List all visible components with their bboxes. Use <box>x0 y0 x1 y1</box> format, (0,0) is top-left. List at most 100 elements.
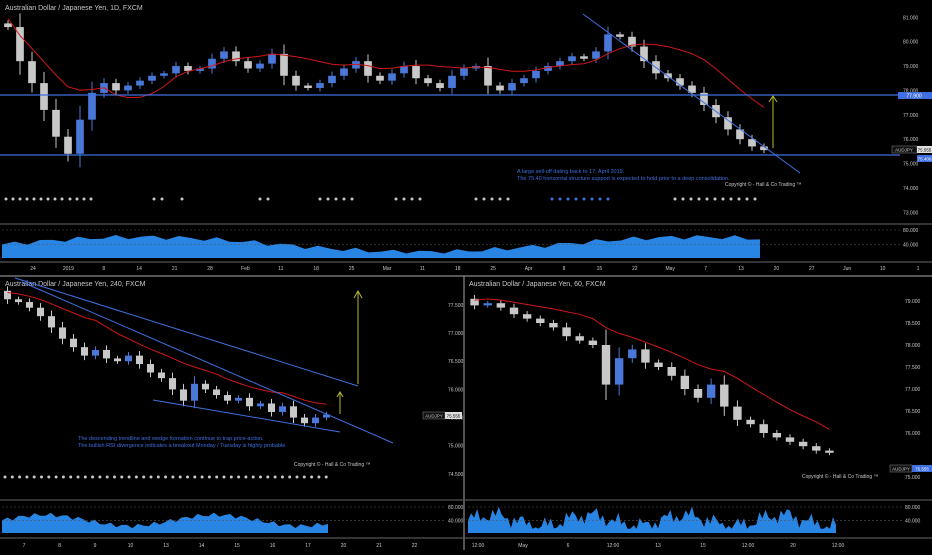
candle-body <box>536 318 545 323</box>
h1-price-tick: 78.500 <box>905 321 921 327</box>
daily-date-tick: Apr <box>525 266 533 272</box>
h4-date-tick: 10 <box>128 543 134 549</box>
daily-resistance-tag-text: 77.900 <box>906 94 922 100</box>
daily-signal-dot <box>350 197 354 201</box>
h1-date-tick: 12:00 <box>472 543 485 549</box>
daily-price-tick: 75.000 <box>903 162 919 168</box>
candle-body <box>223 395 232 401</box>
h4-price-tick: 77.500 <box>448 303 464 309</box>
daily-signal-dot <box>697 197 701 201</box>
daily-date-tick: 25 <box>490 266 496 272</box>
h4-price-tick: 74.500 <box>448 472 464 478</box>
h4-rsi-pane[interactable]: 80.000 40.000 <box>2 505 464 533</box>
daily-support-tag <box>917 155 932 162</box>
daily-price-tick: 80.000 <box>903 40 919 46</box>
candle-body <box>470 298 479 306</box>
candle-body <box>614 358 624 385</box>
daily-signal-dot <box>60 197 64 201</box>
candle-body <box>4 23 12 28</box>
h4-moving-average <box>7 292 327 405</box>
h4-date-tick: 9 <box>94 543 97 549</box>
h1-time-axis: 12:00 May 6 12:00 13 15 12:00 20 12:00 <box>472 543 845 549</box>
candle-body <box>113 358 122 362</box>
h4-price-tag-value: 75.555 <box>447 414 461 419</box>
h1-price-tick: 78.000 <box>905 343 921 349</box>
h1-price-tag <box>912 465 932 472</box>
daily-date-tick: 24 <box>30 266 36 272</box>
candle-body <box>80 347 89 356</box>
candle-body <box>825 450 834 453</box>
daily-signal-dot <box>737 197 741 201</box>
h4-signal-dot <box>178 475 182 479</box>
candle-body <box>748 139 756 147</box>
candle-body <box>601 345 611 385</box>
h1-price-tag-value: 75.555 <box>915 467 929 472</box>
h1-chart-panel[interactable]: Australian Dollar / Japanese Yen, 60, FX… <box>465 281 932 549</box>
daily-signal-dot <box>590 197 594 201</box>
daily-signal-dot <box>729 197 733 201</box>
candle-body <box>289 406 298 418</box>
daily-date-tick: 18 <box>313 266 319 272</box>
h4-candles <box>3 286 331 427</box>
candle-body <box>693 389 703 398</box>
h1-price-tick: 76.500 <box>905 409 921 415</box>
candle-body <box>588 340 598 345</box>
h1-date-tick: 15 <box>700 543 706 549</box>
h4-signal-dot <box>317 475 321 479</box>
h1-rsi-tick: 40.000 <box>905 518 921 524</box>
h4-upper-trendline[interactable] <box>14 277 359 387</box>
candle-body <box>549 323 558 328</box>
h4-middle-trendline[interactable] <box>21 281 394 444</box>
daily-signal-dot <box>673 197 677 201</box>
candle-body <box>267 403 276 412</box>
h4-copyright: Copyright © - Hall & Co Trading ™ <box>294 461 371 468</box>
candle-body <box>76 119 84 154</box>
candle-body <box>102 349 111 359</box>
candle-body <box>641 349 650 363</box>
h4-signal-dot <box>280 475 284 479</box>
h4-signal-dot <box>149 475 153 479</box>
h4-date-tick: 16 <box>270 543 276 549</box>
candle-body <box>759 424 768 433</box>
h1-candles <box>470 294 834 456</box>
h4-date-tick: 20 <box>341 543 347 549</box>
candle-body <box>812 446 821 451</box>
daily-signal-dot <box>713 197 717 201</box>
candle-body <box>190 383 199 401</box>
daily-signal-dot <box>266 197 270 201</box>
candle-body <box>592 51 600 59</box>
candle-body <box>460 68 468 76</box>
h4-signal-dot <box>32 475 36 479</box>
candle-body <box>47 316 56 328</box>
h1-rsi-pane[interactable]: 80.000 40.000 <box>468 505 921 533</box>
candle-body <box>388 73 396 81</box>
h4-chart-panel[interactable]: Australian Dollar / Japanese Yen, 240, F… <box>0 277 464 549</box>
candle-body <box>562 327 571 337</box>
candle-body <box>720 384 729 407</box>
candle-body <box>322 414 331 418</box>
daily-chart-panel[interactable]: Australian Dollar / Japanese Yen, 1D, FX… <box>0 5 932 277</box>
h4-price-tick: 76.000 <box>448 387 464 393</box>
candle-body <box>556 61 564 67</box>
h1-price-axis: 79.000 78.500 78.000 77.500 77.000 76.500 76.0… <box>905 299 921 481</box>
daily-candles <box>4 13 768 168</box>
h4-signal-dot <box>120 475 124 479</box>
daily-date-tick: 11 <box>420 266 425 272</box>
h4-signal-dot <box>164 475 168 479</box>
daily-signal-dot <box>745 197 749 201</box>
h4-wedge-support-line[interactable] <box>152 399 341 433</box>
candle-body <box>172 66 180 74</box>
h1-date-tick: 20 <box>790 543 796 549</box>
candle-body <box>135 355 144 365</box>
daily-descending-trendline[interactable] <box>582 13 801 174</box>
h4-signal-dot <box>273 475 277 479</box>
h4-signal-dot <box>25 475 29 479</box>
daily-rsi-tick: 80.000 <box>903 228 919 234</box>
daily-rsi-pane[interactable]: 80.000 40.000 <box>2 228 919 258</box>
candle-body <box>522 314 532 319</box>
candle-body <box>785 437 795 442</box>
candle-body <box>733 406 742 420</box>
h4-small-arrow-head <box>336 391 344 398</box>
candle-body <box>340 68 348 76</box>
